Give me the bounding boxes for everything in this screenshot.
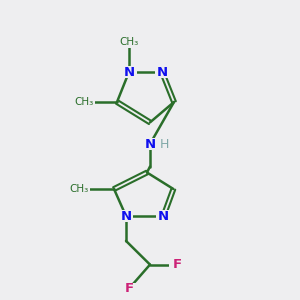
Text: F: F <box>124 282 134 295</box>
Text: N: N <box>120 209 132 223</box>
FancyBboxPatch shape <box>118 210 134 222</box>
FancyBboxPatch shape <box>156 210 171 222</box>
FancyBboxPatch shape <box>122 283 136 294</box>
Text: H: H <box>160 137 169 151</box>
FancyBboxPatch shape <box>69 183 90 195</box>
Text: N: N <box>158 209 169 223</box>
Text: CH₃: CH₃ <box>119 37 139 47</box>
Text: F: F <box>172 258 182 271</box>
FancyBboxPatch shape <box>118 36 140 48</box>
Text: N: N <box>123 65 135 79</box>
Text: N: N <box>156 65 168 79</box>
FancyBboxPatch shape <box>140 138 160 150</box>
FancyBboxPatch shape <box>122 66 136 78</box>
FancyBboxPatch shape <box>169 259 184 270</box>
Text: CH₃: CH₃ <box>74 97 94 107</box>
Text: CH₃: CH₃ <box>70 184 89 194</box>
FancyBboxPatch shape <box>74 96 94 108</box>
FancyBboxPatch shape <box>154 66 169 78</box>
Text: N: N <box>144 137 156 151</box>
